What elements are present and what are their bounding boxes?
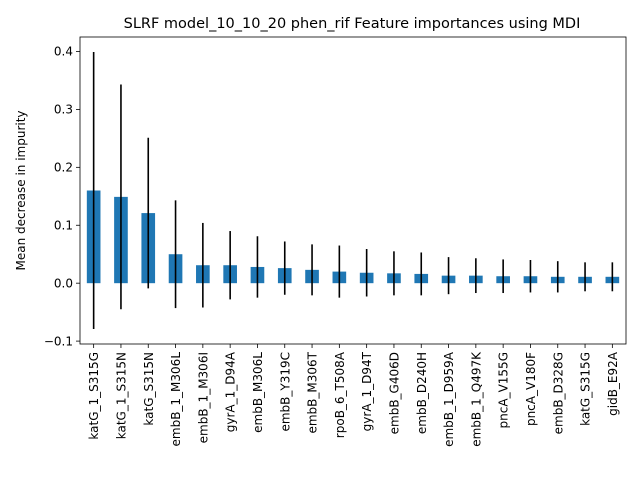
x-tick-label: embB_M306T [306,351,320,433]
y-tick-label: 0.1 [54,218,73,232]
x-tick-label: gyrA_1_D94T [360,351,374,431]
x-tick-label: rpoB_6_T508A [333,351,347,438]
y-axis-label: Mean decrease in impurity [14,110,28,270]
x-tick-label: embB_Y319C [278,352,292,432]
x-tick-label: gidB_E92A [606,351,620,416]
y-tick-label: 0.3 [54,103,73,117]
x-axis: katG_1_S315G katG_1_S315N katG_S315N embB_1… [87,344,620,447]
x-tick-label: embB_1_D959A [442,351,456,447]
chart-title: SLRF model_10_10_20 phen_rif Feature imp… [124,16,581,32]
x-tick-label: embB_1_M306L [169,352,183,447]
bars-layer [86,190,620,284]
x-tick-label: katG_S315N [142,352,156,426]
x-tick-label: embB_1_M306I [196,352,210,443]
y-tick-label: −0.1 [44,334,73,348]
x-tick-label: embB_D328G [551,352,565,434]
plot-frame [79,36,627,345]
x-tick-label: katG_S315G [579,352,593,426]
x-tick-label: embB_D240H [415,352,429,434]
y-tick-label: 0.2 [54,161,73,175]
y-tick-label: 0.0 [54,276,73,290]
y-tick-label: 0.4 [54,45,73,59]
errorbars-layer [92,52,614,329]
x-tick-label: pncA_V155G [497,352,511,428]
x-tick-label: katG_1_S315N [114,352,128,439]
x-tick-label: embB_G406D [387,352,401,434]
x-tick-label: gyrA_1_D94A [224,351,238,432]
x-tick-label: pncA_V180F [524,352,538,426]
x-tick-label: embB_M306L [251,352,265,433]
x-tick-label: embB_1_Q497K [469,351,483,447]
y-axis: −0.1 0.0 0.1 0.2 0.3 0.4 [44,45,80,348]
x-tick-label: katG_1_S315G [87,352,101,440]
